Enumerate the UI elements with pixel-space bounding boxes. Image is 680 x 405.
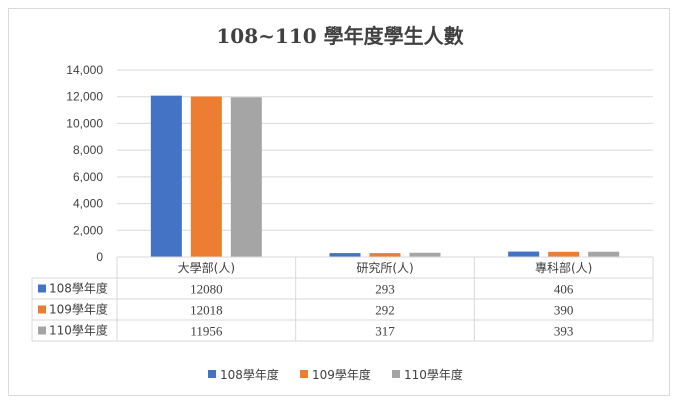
y-tick-label: 4,000 [73,197,103,211]
y-tick-label: 12,000 [66,90,103,104]
data-table: 大學部(人) 研究所(人) 專科部(人) 108學年度 12080 293 406 109學年… [31,256,654,342]
y-axis-ticks: 0 2,000 4,000 6,000 8,000 10,000 12,000 14,000 [66,63,103,264]
legend-swatch [208,370,216,378]
series-key [38,284,46,293]
data-value: 393 [554,324,574,339]
legend-label: 109學年度 [312,367,371,382]
data-value: 12080 [190,282,223,297]
legend-swatch [300,370,308,378]
data-value: 390 [554,303,574,318]
series-label: 110學年度 [49,323,108,338]
bar [588,251,620,257]
y-tick-label: 2,000 [73,223,103,237]
category-label: 研究所(人) [356,260,413,275]
y-tick-label: 10,000 [66,116,103,130]
bar [150,95,182,257]
legend-swatch [392,370,400,378]
bar [190,96,222,258]
series-label: 108學年度 [49,281,108,296]
bar [508,251,540,257]
category-label: 專科部(人) [535,260,592,275]
data-value: 293 [375,282,395,297]
bar [329,253,361,257]
bar [369,253,401,257]
y-tick-label: 6,000 [73,170,103,184]
series-key [38,326,46,335]
data-value: 11956 [190,324,223,339]
y-tick-label: 0 [96,250,103,264]
bar [409,252,441,257]
bars [150,95,620,258]
data-value: 317 [375,324,395,339]
chart-title: 108~110 學年度學生人數 [216,24,463,48]
data-value: 12018 [190,303,223,318]
data-value: 292 [375,303,395,318]
data-value: 406 [554,282,574,297]
bar [230,97,262,257]
legend-label: 108學年度 [220,367,279,382]
chart-container [8,8,670,396]
y-tick-label: 8,000 [73,143,103,157]
category-label: 大學部(人) [178,260,235,275]
series-label: 109學年度 [49,302,108,317]
legend: 108學年度 109學年度 110學年度 [208,367,463,382]
legend-label: 110學年度 [404,367,463,382]
y-tick-label: 14,000 [66,63,103,77]
series-key [38,305,46,314]
bar [548,251,580,257]
